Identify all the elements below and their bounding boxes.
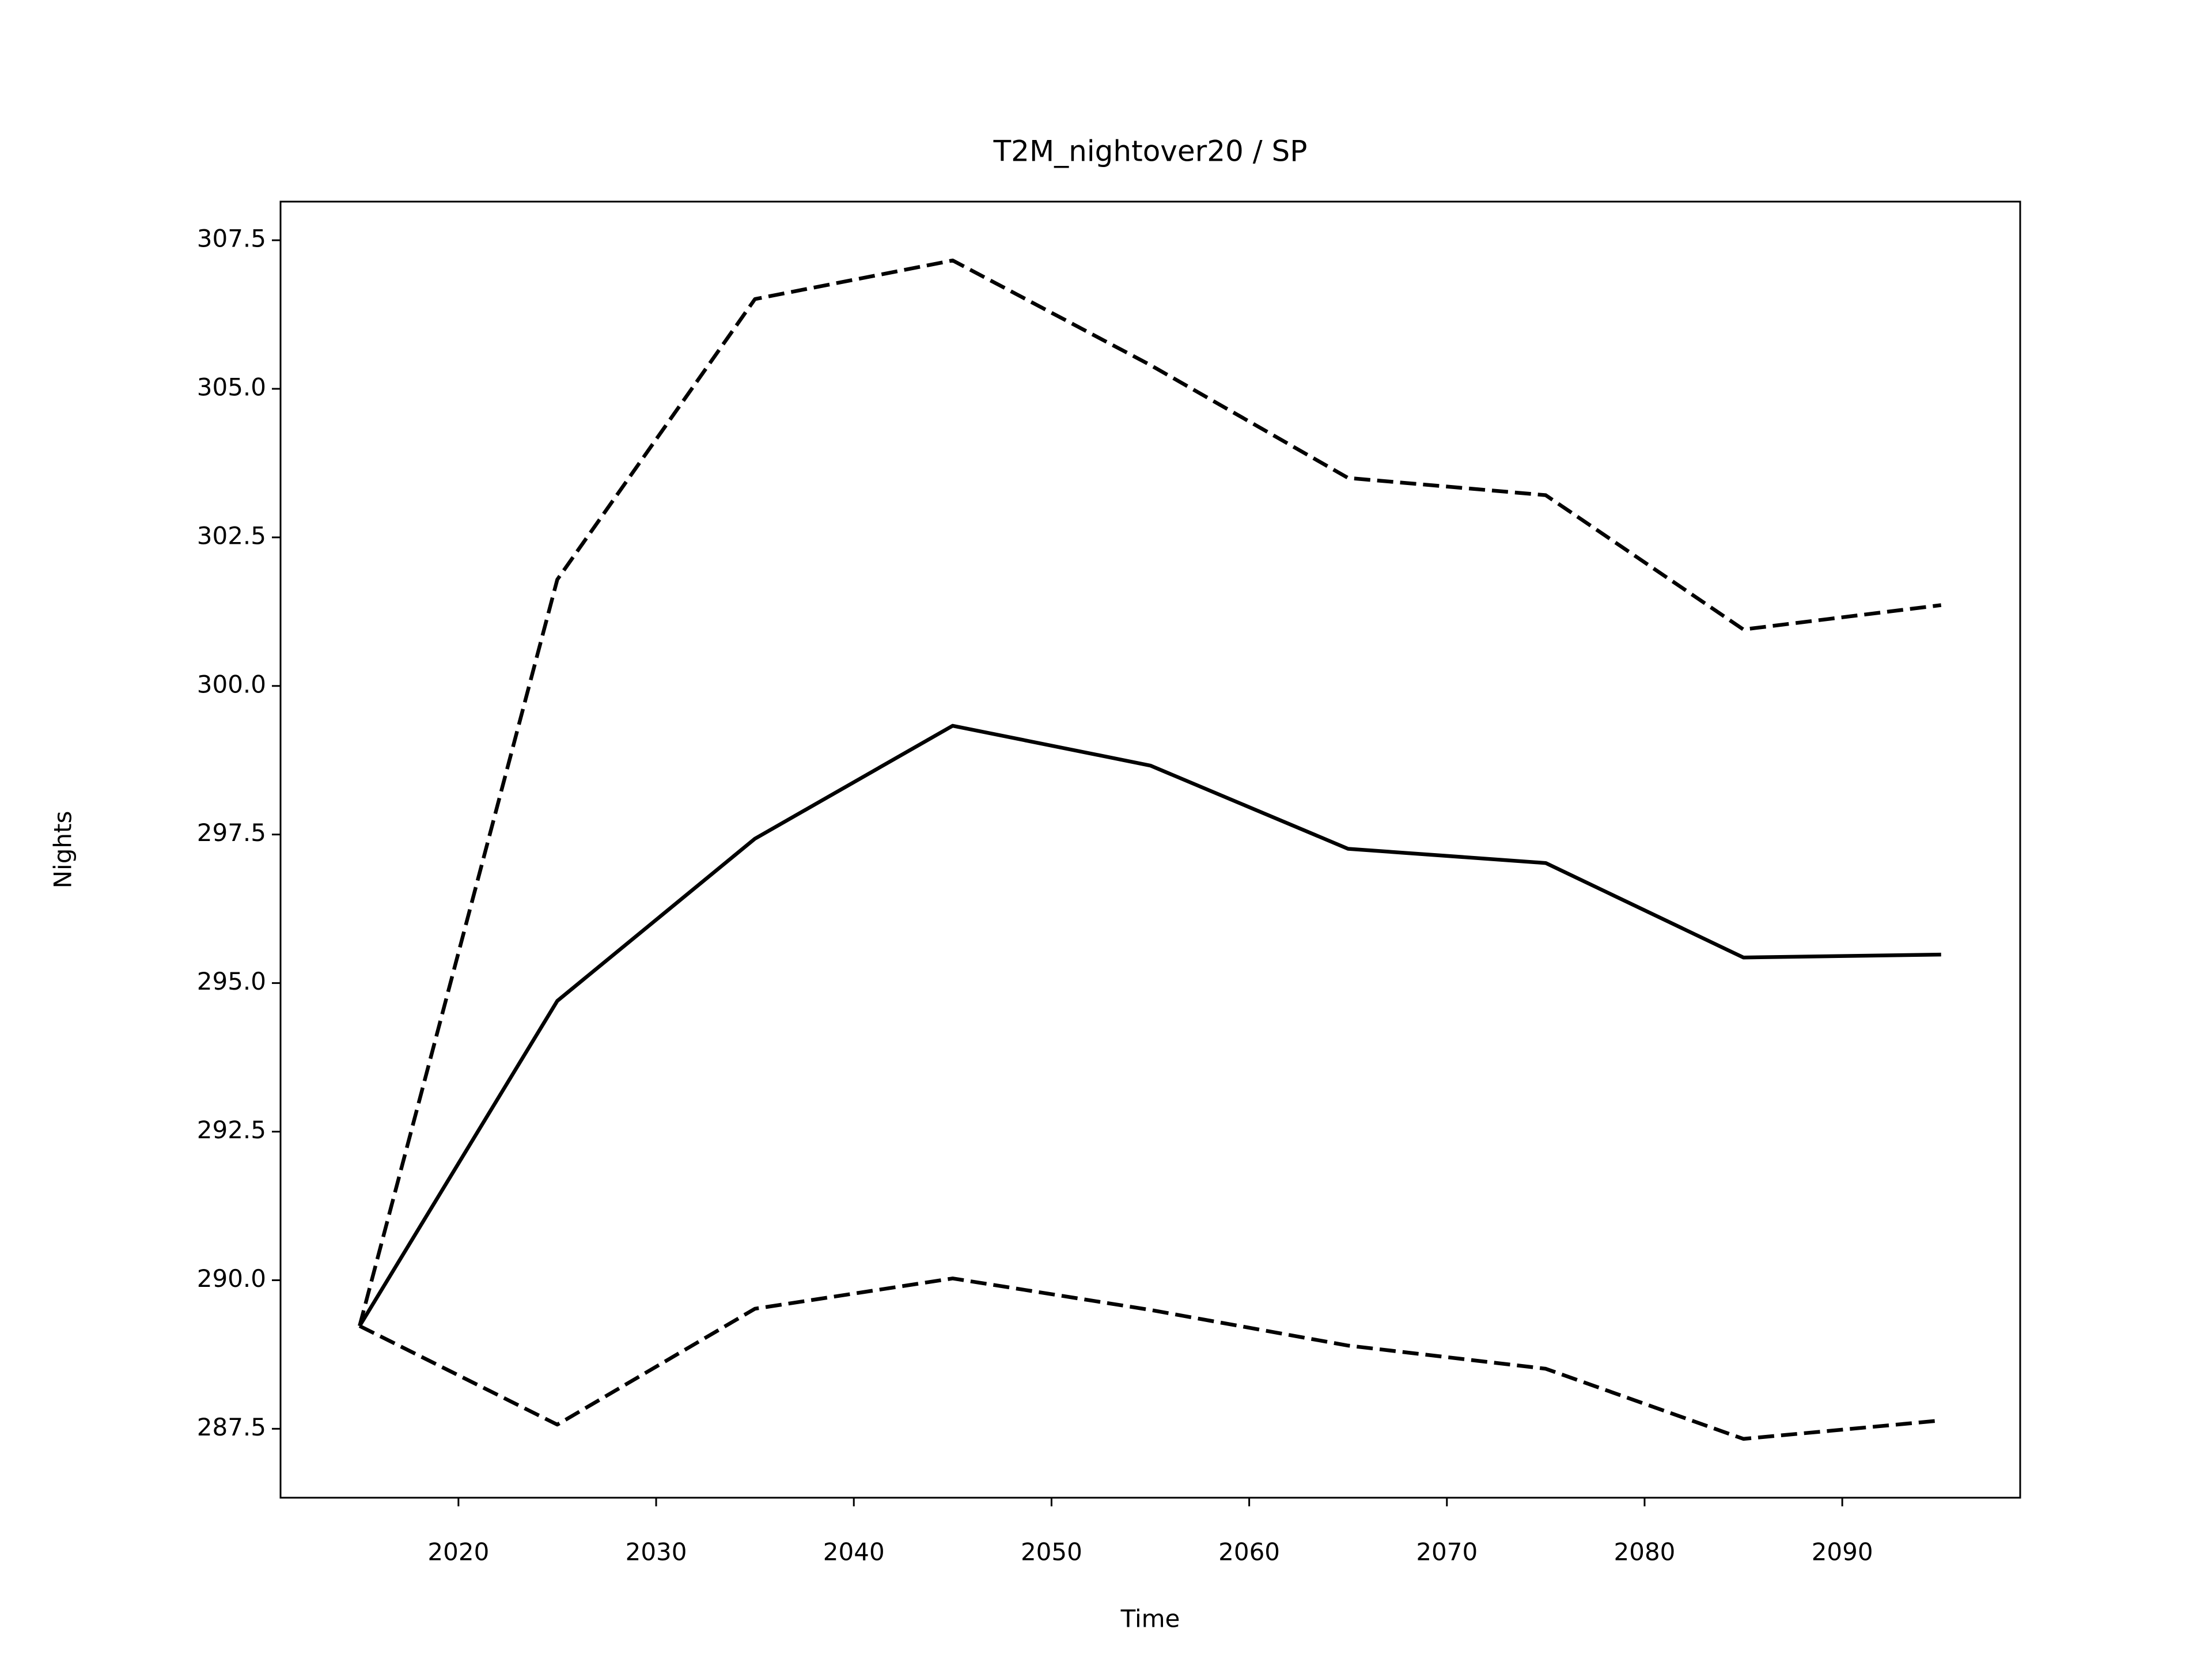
x-tick-label: 2030 [626, 1538, 687, 1566]
y-axis-label: Nights [49, 811, 77, 889]
y-tick-label: 295.0 [197, 967, 266, 995]
y-tick-label: 305.0 [197, 373, 266, 401]
y-tick-label: 302.5 [197, 521, 266, 550]
y-tick-label: 297.5 [197, 819, 266, 847]
x-tick-label: 2020 [427, 1538, 489, 1566]
y-tick-label: 307.5 [197, 225, 266, 253]
chart-title: T2M_nightover20 / SP [993, 135, 1308, 168]
y-tick-label: 292.5 [197, 1116, 266, 1144]
x-tick-label: 2060 [1218, 1538, 1280, 1566]
x-tick-label: 2050 [1021, 1538, 1082, 1566]
x-tick-label: 2090 [1812, 1538, 1873, 1566]
x-tick-label: 2080 [1614, 1538, 1676, 1566]
y-tick-label: 300.0 [197, 670, 266, 698]
plot-frame [279, 200, 2021, 1499]
x-tick-label: 2040 [823, 1538, 885, 1566]
y-tick-label: 287.5 [197, 1413, 266, 1441]
x-axis-label: Time [1120, 1605, 1180, 1633]
line-series [358, 1277, 1942, 1441]
y-tick-label: 290.0 [197, 1264, 266, 1293]
x-tick-label: 2070 [1416, 1538, 1478, 1566]
line-series [358, 258, 1942, 1327]
line-series [358, 724, 1941, 1327]
